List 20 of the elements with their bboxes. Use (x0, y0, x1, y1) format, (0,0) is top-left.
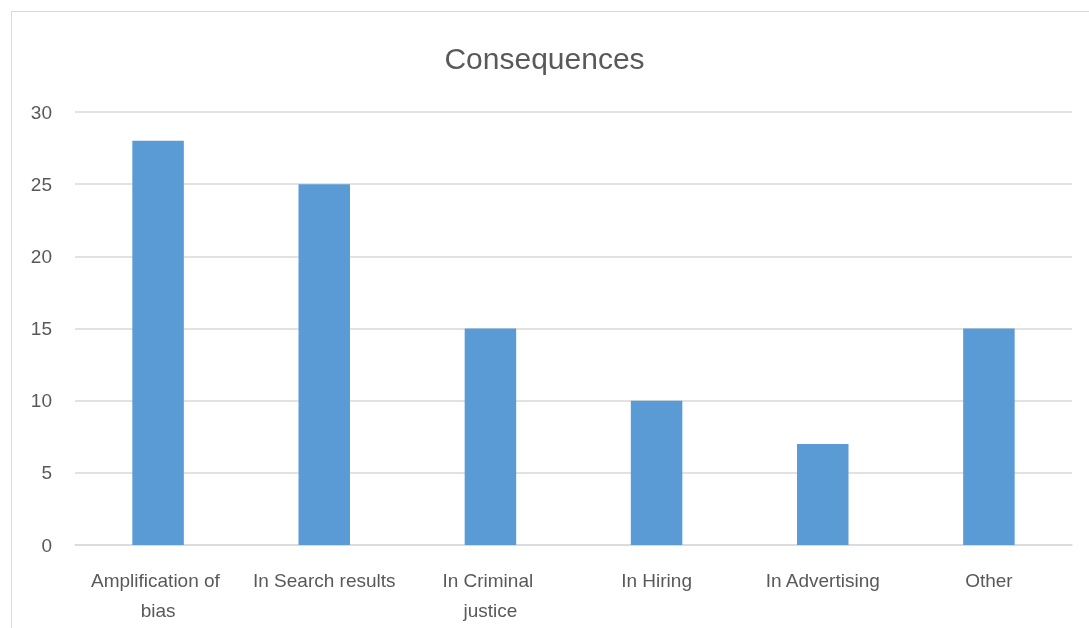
y-tick-label: 0 (41, 534, 52, 556)
y-tick-label: 15 (30, 318, 52, 339)
y-tick-label: 20 (30, 245, 52, 267)
bar (464, 328, 517, 545)
chart-title: Consequences (444, 41, 645, 75)
x-tick-label: In Criminal justice (442, 569, 539, 621)
y-tick-label: 30 (30, 101, 52, 123)
bar (298, 184, 351, 545)
x-tick-label: Amplification of bias (91, 569, 226, 621)
bar (630, 400, 683, 545)
x-tick-label: In Hiring (621, 569, 692, 591)
bar (963, 328, 1015, 545)
y-tick-label: 10 (30, 390, 52, 412)
bar (132, 140, 184, 545)
x-tick-label: In Search results (252, 569, 396, 591)
y-tick-label: 5 (41, 462, 52, 484)
bar (796, 443, 849, 545)
x-tick-label: Other (965, 569, 1014, 591)
x-tick-label: In Advertising (765, 569, 880, 591)
y-tick-label: 25 (30, 173, 52, 195)
